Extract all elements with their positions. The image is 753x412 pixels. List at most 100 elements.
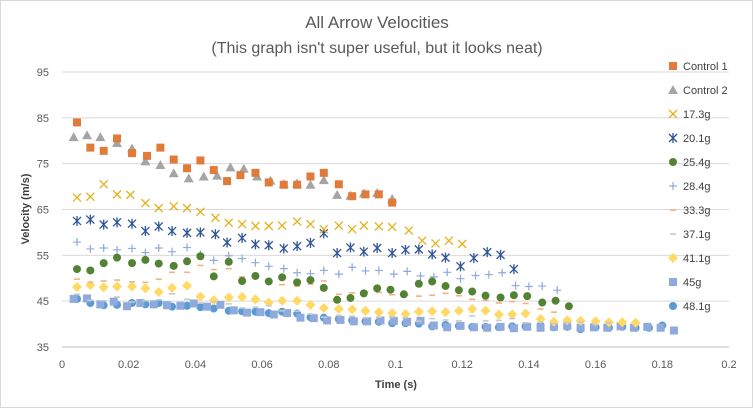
legend-marker xyxy=(668,253,678,263)
data-point xyxy=(112,138,123,148)
x-tick-label: 0.16 xyxy=(585,359,606,371)
data-point xyxy=(236,171,245,180)
legend-label: 33.3g xyxy=(683,205,711,217)
legend-label: 41.1g xyxy=(683,253,711,265)
data-point xyxy=(305,237,315,248)
data-point xyxy=(250,294,261,305)
data-point xyxy=(549,322,558,331)
data-point xyxy=(277,295,288,306)
data-point xyxy=(141,255,150,264)
data-point xyxy=(196,156,205,165)
data-point xyxy=(387,248,397,259)
data-point xyxy=(156,143,165,152)
data-point xyxy=(140,283,151,294)
data-point xyxy=(361,266,370,275)
data-point xyxy=(72,281,83,292)
data-point xyxy=(468,287,477,296)
data-point xyxy=(389,316,398,325)
data-point xyxy=(127,281,138,292)
data-point xyxy=(279,243,289,254)
y-tick-label: 35 xyxy=(37,342,49,354)
data-point xyxy=(183,164,192,173)
data-point xyxy=(210,229,220,240)
data-point xyxy=(96,300,105,309)
data-point xyxy=(237,292,248,303)
data-point xyxy=(374,266,383,275)
data-point xyxy=(576,323,585,332)
x-tick-label: 0.12 xyxy=(451,359,472,371)
data-point xyxy=(283,309,292,318)
data-point xyxy=(251,168,260,177)
data-point xyxy=(404,226,414,236)
data-point xyxy=(127,218,137,229)
data-point xyxy=(538,282,547,291)
chart-title: All Arrow Velocities xyxy=(305,13,449,32)
data-point xyxy=(427,306,438,317)
data-point xyxy=(389,270,398,279)
data-point xyxy=(346,242,355,253)
data-point xyxy=(140,198,150,208)
data-point xyxy=(441,252,450,263)
data-point xyxy=(140,226,150,237)
data-point xyxy=(347,304,358,315)
data-point xyxy=(359,221,369,231)
data-point xyxy=(183,173,194,183)
y-tick-label: 75 xyxy=(37,159,49,171)
axes: 35 45 55 65 75 85 95 0 0.02 0.04 0.06 0.08 0.1 0.12 0.… xyxy=(37,67,737,371)
data-point xyxy=(524,282,533,291)
data-point xyxy=(182,280,193,291)
legend-label: 48.1g xyxy=(683,301,711,313)
data-point xyxy=(277,221,287,231)
data-point xyxy=(141,248,150,257)
data-point xyxy=(196,252,205,261)
data-point xyxy=(656,323,665,332)
legend-marker xyxy=(669,278,677,286)
data-point xyxy=(208,295,219,306)
data-point xyxy=(293,180,302,189)
data-point xyxy=(616,322,625,331)
x-tick-label: 0.06 xyxy=(251,359,272,371)
data-point xyxy=(443,268,452,277)
data-point xyxy=(85,214,95,225)
data-point xyxy=(386,285,395,294)
chart-subtitle: (This graph isn't super useful, but it l… xyxy=(211,40,542,57)
data-point xyxy=(169,261,178,270)
data-point xyxy=(112,217,122,228)
data-point xyxy=(168,168,179,178)
data-point xyxy=(589,323,598,332)
data-point xyxy=(511,281,520,290)
data-point xyxy=(509,291,518,300)
data-point xyxy=(374,221,384,231)
data-point xyxy=(264,178,273,187)
data-point xyxy=(348,263,357,272)
data-point xyxy=(507,309,518,320)
data-point xyxy=(113,253,122,262)
data-point xyxy=(564,302,573,311)
data-point xyxy=(361,190,370,199)
x-tick-label: 0.1 xyxy=(388,359,403,371)
data-point xyxy=(86,266,95,275)
data-point xyxy=(251,271,260,280)
data-point xyxy=(319,224,329,234)
data-point xyxy=(332,248,342,259)
series-45g xyxy=(69,294,678,335)
data-point xyxy=(538,298,547,307)
data-point xyxy=(333,303,344,314)
data-point xyxy=(128,244,137,253)
legend-label: 28.4g xyxy=(683,181,711,193)
data-point xyxy=(496,293,505,302)
legend-label: 45g xyxy=(683,277,701,289)
series-20-1g xyxy=(72,214,519,275)
data-point xyxy=(669,326,678,335)
data-point xyxy=(264,221,274,231)
data-point xyxy=(372,243,382,253)
data-point xyxy=(292,216,302,226)
data-point xyxy=(86,244,95,253)
data-point xyxy=(264,277,273,286)
data-point xyxy=(154,244,163,252)
legend-marker xyxy=(668,85,678,94)
data-point xyxy=(95,132,106,142)
data-point xyxy=(523,322,532,331)
data-point xyxy=(318,303,329,314)
data-point xyxy=(238,277,247,285)
